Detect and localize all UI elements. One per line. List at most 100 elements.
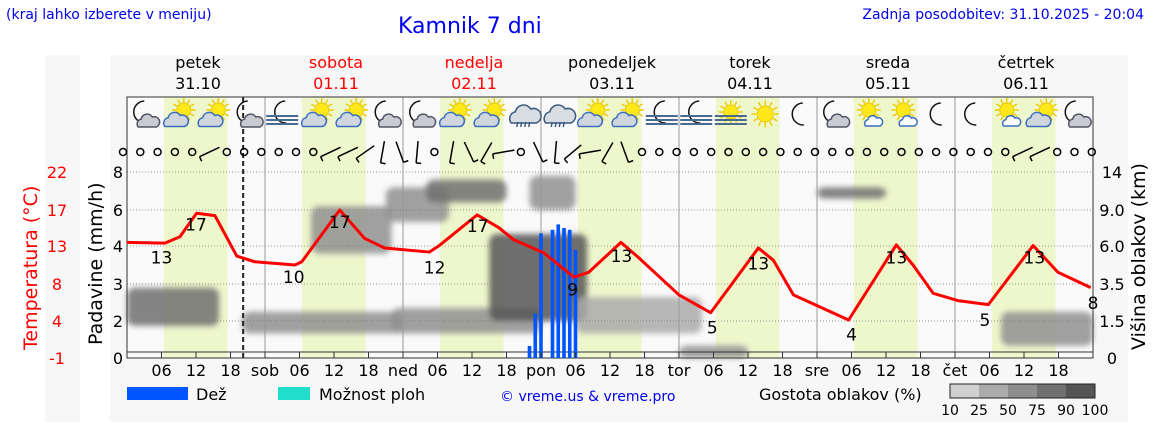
mooncloudmoon-cloud--weather-icon — [409, 100, 437, 128]
cloud — [898, 114, 918, 127]
wind-calm-icon — [187, 147, 197, 157]
barb-flag — [319, 156, 324, 162]
barb-flag — [628, 159, 634, 164]
wind-calm-icon — [897, 147, 906, 157]
sun-ray — [362, 113, 367, 117]
x-tick-label: sre — [805, 361, 829, 380]
density-bar-frame — [949, 383, 1096, 399]
temp-label: 13 — [151, 249, 173, 269]
wind-barb-icon — [480, 142, 493, 165]
sun-ray — [625, 99, 630, 104]
sun-ray — [772, 106, 778, 111]
sun-ray — [896, 116, 901, 121]
wind-calm-icon — [257, 147, 266, 157]
sun-ray — [892, 113, 897, 117]
credit-link[interactable]: © vreme.us & vreme.pro — [500, 389, 675, 405]
sun-ray — [1013, 113, 1018, 117]
x-tick-label: 18 — [772, 361, 792, 380]
legend-rain-label: Dež — [196, 385, 227, 404]
barb-staff — [463, 141, 475, 163]
legend-rain-swatch — [127, 387, 188, 400]
wind-calm-icon — [1001, 147, 1010, 157]
sun-ray — [453, 99, 457, 104]
wind-barb-icon — [415, 140, 422, 165]
raincloudrain-cloud--weather-icon — [543, 104, 577, 128]
rain-bar — [573, 249, 578, 358]
moonfogmoon-fog--weather-icon — [266, 100, 299, 125]
sun-ray — [462, 99, 467, 104]
day-name: sobota — [309, 53, 363, 72]
barb-flag — [480, 160, 486, 165]
temp-tick-label: 17 — [47, 201, 67, 220]
precip-tick-label: 0 — [113, 349, 123, 368]
daylight-band — [715, 97, 780, 358]
sun-ray — [737, 105, 742, 109]
sun-ray — [211, 99, 216, 104]
barb-staff — [579, 149, 602, 155]
temp-label: 10 — [283, 268, 305, 288]
barb-flag — [601, 160, 607, 165]
suncloudsun-cloud--weather-icon — [335, 98, 369, 128]
wind-calm-icon — [430, 147, 439, 157]
day-date: 01.11 — [313, 74, 359, 93]
temp-label: 17 — [185, 216, 207, 236]
sun-ray — [875, 103, 880, 107]
wind-barb-icon — [563, 144, 582, 164]
wind-barb-icon — [355, 145, 375, 163]
mooncloudmoon-cloud--weather-icon — [236, 100, 264, 128]
sun-ray — [909, 113, 914, 117]
density-swatch — [1008, 384, 1037, 398]
x-tick-label: 12 — [876, 361, 896, 380]
wind-calm-icon — [153, 147, 162, 157]
location-hint[interactable]: (kraj lahko izberete v meniju) — [6, 7, 212, 23]
cloud — [611, 111, 638, 128]
barb-flag — [492, 153, 495, 159]
cloud-height-tick-label: 6.0 — [1099, 237, 1124, 256]
barb-flag — [563, 158, 569, 164]
sun-ray — [862, 116, 866, 121]
cloud-layer — [426, 179, 507, 203]
wind-calm-icon — [793, 147, 802, 157]
cloud — [412, 113, 437, 128]
temp-label: 4 — [846, 326, 857, 346]
barb-flag — [1029, 156, 1033, 162]
cloud-layer — [575, 296, 702, 334]
wind-calm-icon — [758, 147, 768, 157]
barb-flag — [542, 159, 548, 163]
sun-ray — [500, 113, 505, 117]
barb-flag — [449, 162, 455, 165]
day-date: 04.11 — [727, 74, 773, 93]
rain-bar — [562, 228, 566, 358]
sun-ray — [733, 101, 738, 106]
cloud-height-tick-label: 3.5 — [1099, 275, 1124, 294]
wind-barb-icon — [337, 146, 359, 162]
wind-barb-icon — [1029, 146, 1051, 162]
sun-ray — [177, 99, 181, 104]
wind-calm-icon — [983, 147, 993, 157]
rain-bar — [539, 233, 543, 358]
day-name: četrtek — [998, 53, 1056, 72]
wind-calm-icon — [239, 147, 249, 157]
precip-tick-label: 2 — [113, 312, 123, 331]
wind-calm-icon — [689, 147, 699, 157]
cloud-height-tick-label: 1.5 — [1099, 312, 1124, 331]
x-tick-label: 18 — [1048, 361, 1068, 380]
day-name: petek — [175, 53, 221, 72]
sun-ray — [906, 99, 910, 104]
sun-ray — [1009, 99, 1014, 104]
temp-label: 9 — [567, 280, 578, 300]
rain-bar — [527, 345, 532, 358]
sun-ray — [896, 99, 901, 104]
density-swatch — [1037, 384, 1066, 398]
density-level-label: 50 — [999, 403, 1017, 419]
moon — [929, 102, 942, 126]
wind-calm-icon — [291, 147, 301, 157]
sun — [756, 105, 774, 123]
sunsmallcloudsun-small-cloud--weather-icon — [856, 98, 884, 127]
sun-ray — [772, 117, 778, 122]
temp-tick-label: 13 — [47, 237, 67, 256]
x-tick-label: 12 — [1014, 361, 1034, 380]
suncloudsun-cloud--weather-icon — [162, 98, 196, 128]
wind-calm-icon — [1052, 147, 1062, 157]
sun-ray — [604, 113, 609, 117]
